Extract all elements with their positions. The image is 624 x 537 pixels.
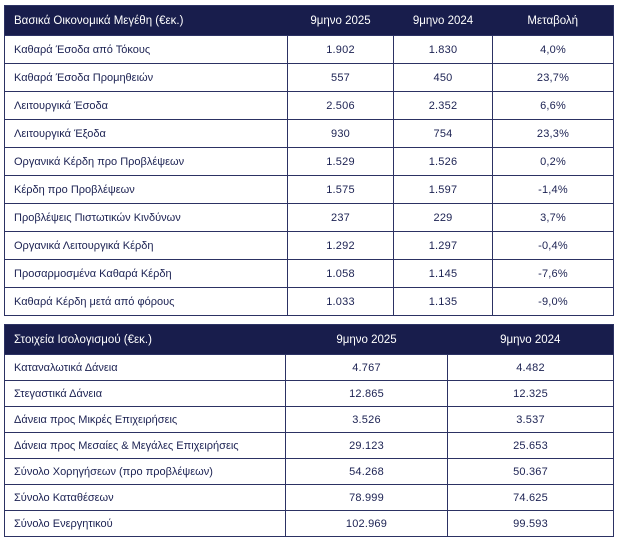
value-cell: 4,0% (492, 35, 614, 64)
table-row: Σύνολο Ενεργητικού 102.969 99.593 (4, 510, 614, 537)
column-header-9m-2024: 9μηνο 2024 (447, 324, 614, 355)
column-header-9m-2025: 9μηνο 2025 (287, 5, 394, 36)
balance-sheet-table: Στοιχεία Ισολογισμού (€εκ.) 9μηνο 2025 9… (4, 324, 614, 537)
value-cell: 99.593 (447, 510, 614, 537)
value-cell: 1.058 (287, 259, 394, 288)
table-title: Βασικά Οικονομικά Μεγέθη (€εκ.) (4, 5, 288, 36)
table-row: Λειτουργικά Έσοδα 2.506 2.352 6,6% (4, 91, 614, 120)
table-row: Καθαρά Έσοδα Προμηθειών 557 450 23,7% (4, 63, 614, 92)
value-cell: 4.482 (447, 354, 614, 381)
value-cell: 1.292 (287, 231, 394, 260)
table-row: Στεγαστικά Δάνεια 12.865 12.325 (4, 380, 614, 407)
financial-metrics-body: Καθαρά Έσοδα από Τόκους 1.902 1.830 4,0% Καθ… (4, 35, 614, 316)
value-cell: -0,4% (492, 231, 614, 260)
table-row: Σύνολο Καταθέσεων 78.999 74.625 (4, 484, 614, 511)
row-label: Δάνεια προς Μικρές Επιχειρήσεις (4, 406, 286, 433)
balance-sheet-header: Στοιχεία Ισολογισμού (€εκ.) 9μηνο 2025 9… (4, 324, 614, 355)
value-cell: 1.526 (393, 147, 493, 176)
column-header-9m-2025: 9μηνο 2025 (285, 324, 448, 355)
table-row: Οργανικά Λειτουργικά Κέρδη 1.292 1.297 -0,4… (4, 231, 614, 260)
table-row: Κέρδη προ Προβλέψεων 1.575 1.597 -1,4% (4, 175, 614, 204)
column-header-change: Μεταβολή (492, 5, 614, 36)
table-row: Οργανικά Κέρδη προ Προβλέψεων 1.529 1.526 0… (4, 147, 614, 176)
balance-sheet-body: Καταναλωτικά Δάνεια 4.767 4.482 Στεγαστικά … (4, 354, 614, 537)
value-cell: 557 (287, 63, 394, 92)
value-cell: 1.145 (393, 259, 493, 288)
value-cell: 0,2% (492, 147, 614, 176)
header-row: Βασικά Οικονομικά Μεγέθη (€εκ.) 9μηνο 20… (4, 5, 614, 36)
value-cell: 25.653 (447, 432, 614, 459)
row-label: Σύνολο Καταθέσεων (4, 484, 286, 511)
table-row: Δάνεια προς Μικρές Επιχειρήσεις 3.526 3.53… (4, 406, 614, 433)
table-row: Καθαρά Έσοδα από Τόκους 1.902 1.830 4,0% (4, 35, 614, 64)
row-label: Προσαρμοσμένα Καθαρά Κέρδη (4, 259, 288, 288)
row-label: Σύνολο Ενεργητικού (4, 510, 286, 537)
value-cell: -9,0% (492, 287, 614, 316)
value-cell: 3.526 (285, 406, 448, 433)
table-row: Καταναλωτικά Δάνεια 4.767 4.482 (4, 354, 614, 381)
value-cell: 3,7% (492, 203, 614, 232)
value-cell: 1.297 (393, 231, 493, 260)
value-cell: 1.529 (287, 147, 394, 176)
value-cell: 78.999 (285, 484, 448, 511)
financial-metrics-table: Βασικά Οικονομικά Μεγέθη (€εκ.) 9μηνο 20… (4, 5, 614, 316)
table-row: Καθαρά Κέρδη μετά από φόρους 1.033 1.135 -9… (4, 287, 614, 316)
value-cell: 237 (287, 203, 394, 232)
value-cell: 29.123 (285, 432, 448, 459)
value-cell: 1.830 (393, 35, 493, 64)
table-row: Λειτουργικά Έξοδα 930 754 23,3% (4, 119, 614, 148)
table-title: Στοιχεία Ισολογισμού (€εκ.) (4, 324, 286, 355)
table-row: Δάνεια προς Μεσαίες & Μεγάλες Επιχειρήσε… (4, 432, 614, 459)
value-cell: 754 (393, 119, 493, 148)
row-label: Καταναλωτικά Δάνεια (4, 354, 286, 381)
value-cell: 3.537 (447, 406, 614, 433)
header-row: Στοιχεία Ισολογισμού (€εκ.) 9μηνο 2025 9… (4, 324, 614, 355)
row-label: Σύνολο Χορηγήσεων (προ προβλέψεων) (4, 458, 286, 485)
row-label: Καθαρά Κέρδη μετά από φόρους (4, 287, 288, 316)
value-cell: -1,4% (492, 175, 614, 204)
table-row: Προσαρμοσμένα Καθαρά Κέρδη 1.058 1.145 -7,6… (4, 259, 614, 288)
value-cell: -7,6% (492, 259, 614, 288)
value-cell: 50.367 (447, 458, 614, 485)
column-header-9m-2024: 9μηνο 2024 (393, 5, 493, 36)
value-cell: 74.625 (447, 484, 614, 511)
row-label: Στεγαστικά Δάνεια (4, 380, 286, 407)
row-label: Λειτουργικά Έξοδα (4, 119, 288, 148)
value-cell: 1.575 (287, 175, 394, 204)
value-cell: 1.033 (287, 287, 394, 316)
value-cell: 1.135 (393, 287, 493, 316)
value-cell: 6,6% (492, 91, 614, 120)
row-label: Καθαρά Έσοδα από Τόκους (4, 35, 288, 64)
value-cell: 450 (393, 63, 493, 92)
row-label: Προβλέψεις Πιστωτικών Κινδύνων (4, 203, 288, 232)
value-cell: 229 (393, 203, 493, 232)
table-row: Σύνολο Χορηγήσεων (προ προβλέψεων) 54.268… (4, 458, 614, 485)
value-cell: 2.506 (287, 91, 394, 120)
value-cell: 4.767 (285, 354, 448, 381)
row-label: Οργανικά Λειτουργικά Κέρδη (4, 231, 288, 260)
value-cell: 12.325 (447, 380, 614, 407)
row-label: Λειτουργικά Έσοδα (4, 91, 288, 120)
row-label: Κέρδη προ Προβλέψεων (4, 175, 288, 204)
value-cell: 23,3% (492, 119, 614, 148)
value-cell: 23,7% (492, 63, 614, 92)
value-cell: 2.352 (393, 91, 493, 120)
value-cell: 1.902 (287, 35, 394, 64)
row-label: Οργανικά Κέρδη προ Προβλέψεων (4, 147, 288, 176)
table-row: Προβλέψεις Πιστωτικών Κινδύνων 237 229 3,7% (4, 203, 614, 232)
value-cell: 930 (287, 119, 394, 148)
row-label: Δάνεια προς Μεσαίες & Μεγάλες Επιχειρήσε… (4, 432, 286, 459)
value-cell: 54.268 (285, 458, 448, 485)
row-label: Καθαρά Έσοδα Προμηθειών (4, 63, 288, 92)
value-cell: 12.865 (285, 380, 448, 407)
value-cell: 102.969 (285, 510, 448, 537)
financial-metrics-header: Βασικά Οικονομικά Μεγέθη (€εκ.) 9μηνο 20… (4, 5, 614, 36)
value-cell: 1.597 (393, 175, 493, 204)
